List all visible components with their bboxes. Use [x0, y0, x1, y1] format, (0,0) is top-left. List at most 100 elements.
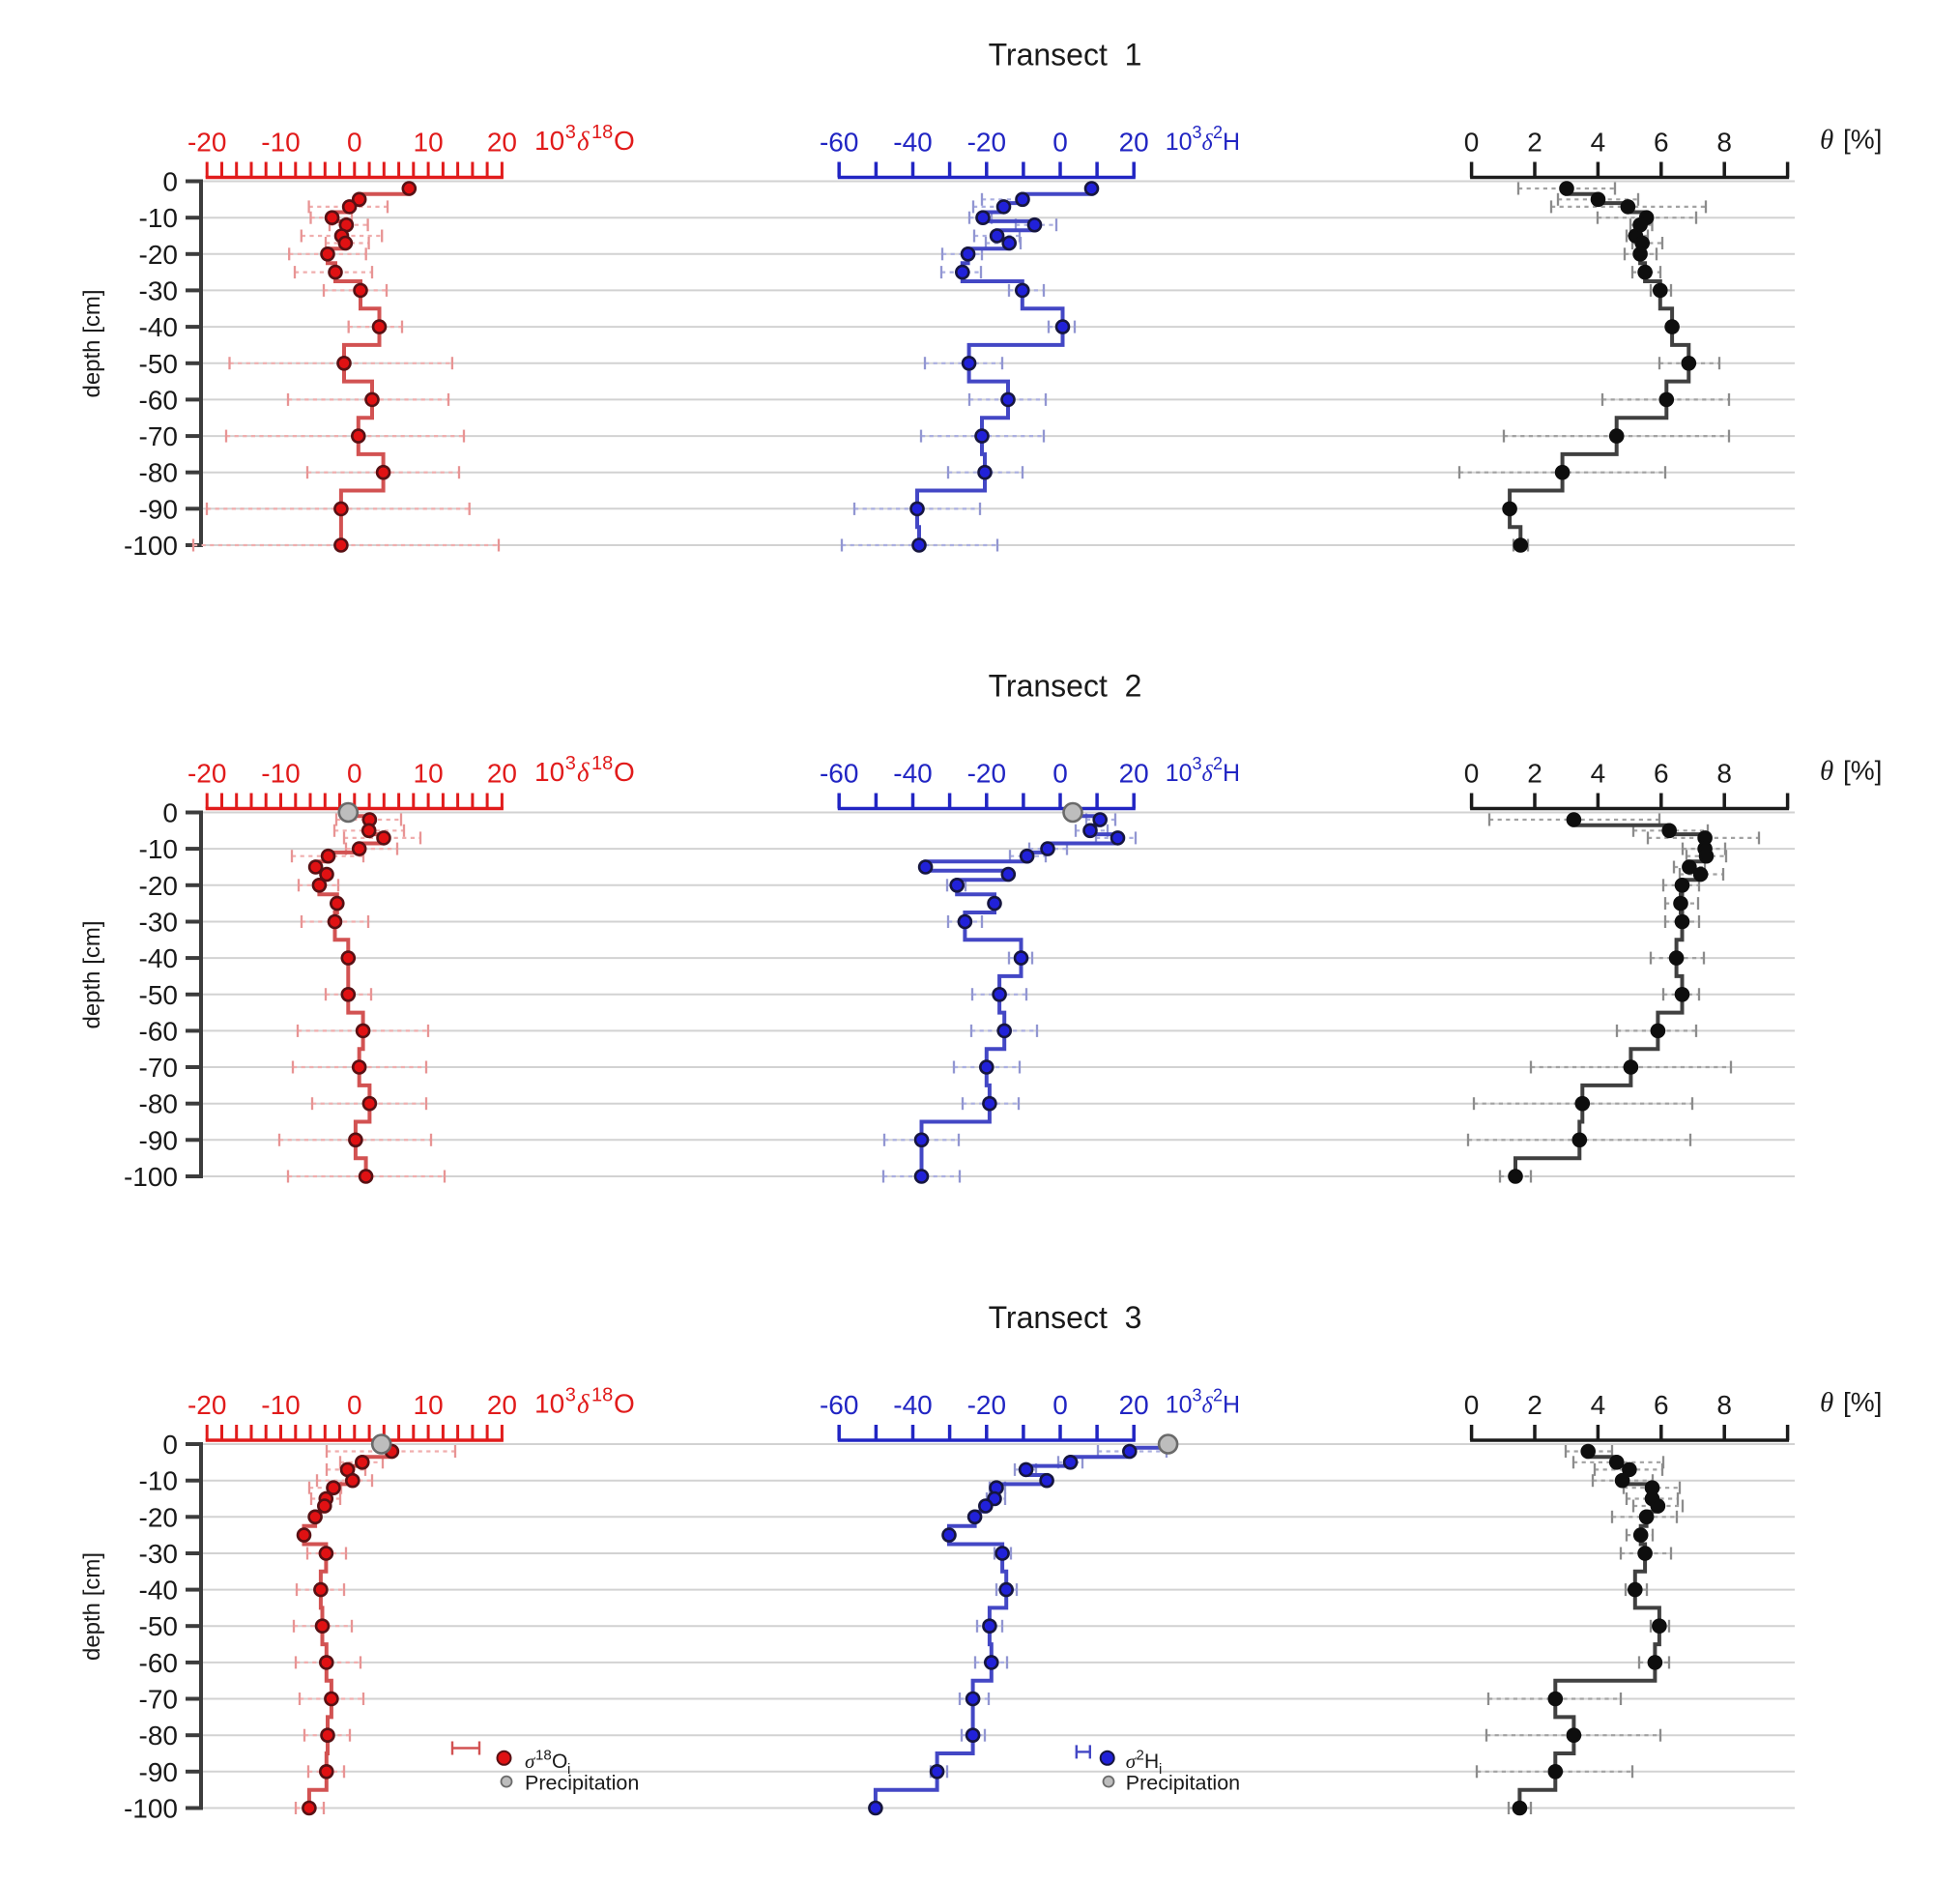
svg-text:Precipitation: Precipitation	[1126, 1772, 1240, 1795]
svg-text:i: i	[567, 1761, 570, 1778]
svg-text:-10: -10	[261, 1390, 300, 1420]
svg-text:H: H	[1223, 760, 1240, 787]
svg-text:4: 4	[1591, 759, 1606, 789]
svg-text:-40: -40	[139, 943, 178, 973]
svg-text:3: 3	[1193, 123, 1202, 142]
svg-text:Transect 3: Transect 3	[989, 1300, 1142, 1335]
svg-text:H: H	[1223, 1392, 1240, 1419]
svg-text:depth [cm]: depth [cm]	[79, 1552, 105, 1661]
svg-text:20: 20	[1119, 759, 1149, 789]
svg-text:20: 20	[487, 128, 517, 158]
svg-text:6: 6	[1654, 1390, 1669, 1420]
svg-text:[%]: [%]	[1843, 125, 1882, 155]
svg-text:i: i	[1159, 1761, 1162, 1778]
svg-text:-10: -10	[261, 128, 300, 158]
svg-text:-60: -60	[820, 1390, 858, 1420]
svg-text:2: 2	[1527, 1390, 1542, 1420]
svg-text:[%]: [%]	[1843, 1387, 1882, 1417]
svg-text:2: 2	[1527, 759, 1542, 789]
svg-text:-20: -20	[139, 1502, 178, 1532]
svg-text:20: 20	[487, 1390, 517, 1420]
svg-text:-20: -20	[967, 128, 1006, 158]
svg-text:-20: -20	[139, 240, 178, 270]
svg-text:10: 10	[534, 1389, 564, 1419]
svg-text:2: 2	[1213, 754, 1223, 773]
svg-text:-30: -30	[139, 1539, 178, 1569]
svg-text:-100: -100	[124, 531, 178, 561]
svg-text:10: 10	[534, 757, 564, 787]
svg-text:2: 2	[1527, 128, 1542, 158]
svg-text:Transect 2: Transect 2	[989, 669, 1142, 704]
svg-text:20: 20	[1119, 1390, 1149, 1420]
svg-text:-60: -60	[820, 128, 858, 158]
svg-text:-60: -60	[139, 1648, 178, 1678]
svg-text:10: 10	[534, 126, 564, 156]
svg-text:6: 6	[1654, 759, 1669, 789]
svg-text:0: 0	[1052, 128, 1068, 158]
svg-text:3: 3	[1193, 754, 1202, 773]
svg-text:2: 2	[1137, 1748, 1144, 1764]
svg-text:-70: -70	[139, 1053, 178, 1083]
svg-text:10: 10	[1166, 129, 1193, 156]
svg-text:-90: -90	[139, 1757, 178, 1787]
svg-text:-20: -20	[967, 759, 1006, 789]
svg-text:-40: -40	[893, 128, 932, 158]
svg-text:-10: -10	[139, 834, 178, 864]
svg-text:θ: θ	[1820, 1387, 1833, 1418]
svg-text:Transect 1: Transect 1	[989, 38, 1142, 72]
svg-text:depth [cm]: depth [cm]	[79, 920, 105, 1028]
svg-text:O: O	[552, 1751, 567, 1773]
svg-text:-40: -40	[139, 1576, 178, 1606]
svg-text:0: 0	[1464, 1390, 1480, 1420]
svg-text:-60: -60	[139, 385, 178, 415]
svg-text:18: 18	[591, 122, 613, 143]
svg-text:3: 3	[565, 122, 576, 143]
svg-text:-100: -100	[124, 1162, 178, 1192]
svg-text:δ: δ	[577, 1390, 590, 1419]
svg-text:10: 10	[1166, 760, 1193, 787]
svg-text:10: 10	[414, 1390, 444, 1420]
svg-text:-60: -60	[820, 759, 858, 789]
svg-text:-10: -10	[261, 759, 300, 789]
svg-text:-50: -50	[139, 1611, 178, 1641]
svg-text:depth [cm]: depth [cm]	[79, 289, 105, 397]
svg-text:δ: δ	[577, 127, 590, 156]
svg-text:0: 0	[1052, 759, 1068, 789]
svg-text:θ: θ	[1820, 756, 1833, 787]
svg-text:-80: -80	[139, 458, 178, 488]
svg-text:-10: -10	[139, 203, 178, 233]
svg-text:-40: -40	[139, 312, 178, 342]
svg-text:4: 4	[1591, 1390, 1606, 1420]
svg-text:θ: θ	[1820, 125, 1833, 156]
svg-text:-90: -90	[139, 494, 178, 524]
svg-text:-90: -90	[139, 1125, 178, 1155]
svg-text:σ: σ	[525, 1750, 536, 1773]
svg-text:18: 18	[535, 1748, 552, 1764]
svg-text:-70: -70	[139, 421, 178, 451]
svg-text:H: H	[1223, 129, 1240, 156]
svg-text:-20: -20	[187, 1390, 226, 1420]
svg-text:-30: -30	[139, 275, 178, 305]
svg-text:3: 3	[1193, 1386, 1202, 1405]
svg-text:-40: -40	[893, 759, 932, 789]
svg-text:4: 4	[1591, 128, 1606, 158]
svg-text:10: 10	[1166, 1392, 1193, 1419]
svg-text:20: 20	[1119, 128, 1149, 158]
svg-text:0: 0	[162, 798, 178, 828]
svg-text:-20: -20	[187, 759, 226, 789]
svg-text:σ: σ	[1126, 1750, 1138, 1773]
svg-text:Precipitation: Precipitation	[525, 1772, 639, 1795]
svg-text:18: 18	[591, 1385, 613, 1406]
svg-text:-70: -70	[139, 1685, 178, 1715]
svg-text:-20: -20	[187, 128, 226, 158]
svg-text:O: O	[614, 757, 635, 787]
svg-text:2: 2	[1213, 123, 1223, 142]
svg-text:18: 18	[591, 753, 613, 774]
svg-text:-30: -30	[139, 908, 178, 938]
svg-text:δ: δ	[577, 758, 590, 787]
svg-text:O: O	[614, 126, 635, 156]
svg-text:8: 8	[1716, 128, 1732, 158]
svg-text:-10: -10	[139, 1466, 178, 1496]
svg-text:-50: -50	[139, 980, 178, 1010]
svg-text:δ: δ	[1202, 130, 1214, 156]
